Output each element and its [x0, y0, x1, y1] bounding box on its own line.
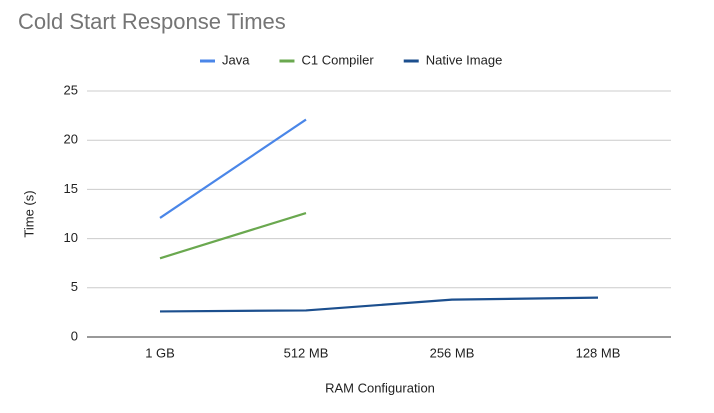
series-line [159, 211, 307, 260]
x-tick-label: 512 MB [284, 345, 329, 360]
y-axis-label: Time (s) [21, 190, 36, 237]
y-tick-label: 0 [71, 328, 78, 343]
y-tick-label: 20 [64, 132, 78, 147]
y-tick-label: 5 [71, 279, 78, 294]
legend-label: C1 Compiler [301, 52, 374, 67]
legend-label: Java [222, 52, 250, 67]
y-tick-label: 10 [64, 230, 78, 245]
x-axis-label: RAM Configuration [325, 380, 435, 395]
series-line [159, 118, 307, 219]
y-tick-label: 15 [64, 181, 78, 196]
chart-title: Cold Start Response Times [18, 9, 286, 34]
x-tick-label: 256 MB [430, 345, 475, 360]
y-tick-label: 25 [64, 82, 78, 97]
legend-label: Native Image [426, 52, 503, 67]
x-tick-label: 1 GB [145, 345, 175, 360]
series-line [159, 296, 599, 313]
x-tick-label: 128 MB [576, 345, 621, 360]
